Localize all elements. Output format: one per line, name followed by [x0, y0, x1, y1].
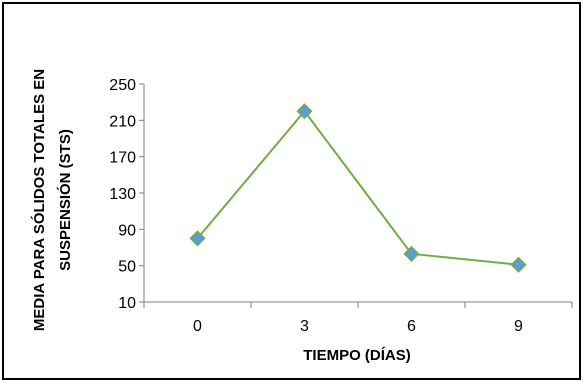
series-group — [189, 103, 527, 273]
y-tick-label: 250 — [109, 77, 136, 94]
y-tick-label: 210 — [109, 113, 136, 130]
y-tick-label: 90 — [118, 222, 136, 239]
series-line — [196, 109, 519, 266]
chart-frame — [2, 2, 581, 380]
data-point-marker — [189, 230, 206, 247]
y-tick-label: 170 — [109, 150, 136, 167]
y-tick-label: 50 — [118, 259, 136, 276]
x-tick-label: 3 — [300, 318, 309, 335]
axes — [143, 84, 572, 303]
x-tick-label: 9 — [514, 318, 523, 335]
y-axis-title: MEDIA PARA SÓLIDOS TOTALES EN SUSPENSIÓN… — [30, 69, 74, 331]
y-tick-label: 10 — [118, 295, 136, 312]
x-tick-label: 6 — [407, 318, 416, 335]
y-tick-label: 130 — [109, 186, 136, 203]
data-point-marker — [296, 103, 313, 120]
data-point-marker — [403, 245, 420, 262]
x-ticks: 0 3 6 9 — [143, 302, 573, 335]
x-axis-title: TIEMPO (DÍAS) — [303, 347, 411, 364]
x-tick-label: 0 — [193, 318, 202, 335]
y-axis-title-line-2: SUSPENSIÓN (STS) — [56, 129, 74, 271]
y-axis-title-line-1: MEDIA PARA SÓLIDOS TOTALES EN — [30, 69, 48, 331]
data-point-marker — [510, 256, 527, 273]
y-ticks: 10 50 90 130 170 210 250 — [109, 77, 144, 312]
